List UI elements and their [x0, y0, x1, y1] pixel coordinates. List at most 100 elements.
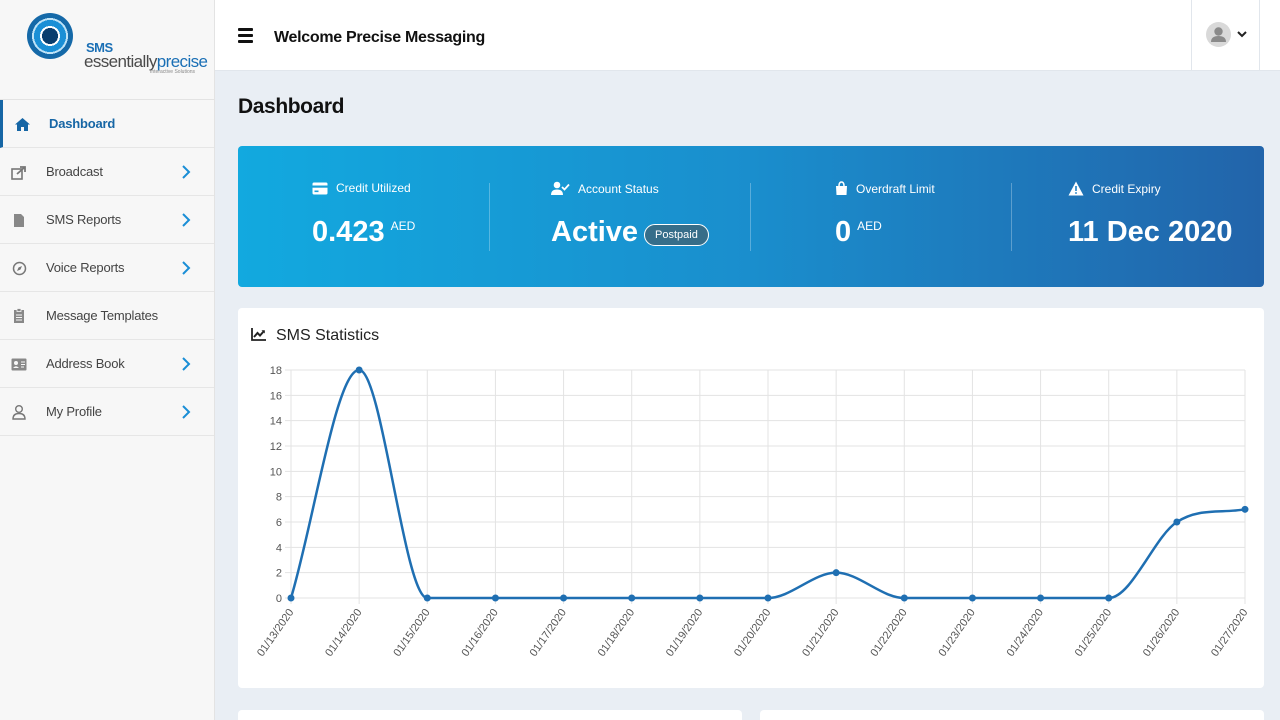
shopping-bag-icon — [836, 181, 847, 195]
sidebar-item-label: My Profile — [46, 404, 102, 419]
data-point — [764, 594, 772, 602]
x-tick-label: 01/15/2020 — [391, 607, 432, 659]
x-tick-label: 01/17/2020 — [528, 607, 569, 659]
stat-header: Credit Expiry — [1068, 181, 1161, 196]
data-point — [696, 594, 704, 602]
credit-expiry-value: 11 Dec 2020 — [1068, 216, 1233, 248]
brand-logo[interactable]: SMS essentiallyprecise Interactive Solut… — [0, 0, 214, 100]
logo-tagline: Interactive Solutions — [150, 69, 196, 75]
sidebar-item-label: Address Book — [46, 356, 125, 371]
x-tick-label: 01/27/2020 — [1209, 607, 1250, 659]
logo-sms-text: SMS — [86, 40, 113, 55]
logo-wordmark-part2: precise — [156, 52, 208, 71]
x-tick-label: 01/23/2020 — [936, 607, 977, 659]
sidebar-item-label: Voice Reports — [46, 260, 125, 275]
x-tick-label: 01/21/2020 — [800, 607, 841, 659]
x-tick-label: 01/19/2020 — [664, 607, 705, 659]
sidebar-item-dashboard[interactable]: Dashboard — [0, 100, 214, 148]
x-tick-label: 01/25/2020 — [1073, 607, 1114, 659]
chevron-right-icon — [182, 357, 191, 371]
sidebar-item-label: Dashboard — [49, 116, 116, 131]
divider — [489, 183, 490, 251]
stat-label: Overdraft Limit — [856, 181, 935, 196]
data-point — [900, 594, 908, 602]
clipboard-icon — [10, 307, 28, 325]
sms-statistics-chart: 0 2 4 6 8 10 12 14 16 18 01/13/2020 01/14/2020 01/15… — [255, 365, 1250, 659]
stat-header: Account Status — [551, 181, 659, 196]
y-tick-label: 12 — [270, 441, 282, 453]
data-point — [1241, 505, 1249, 513]
data-point — [1105, 594, 1113, 602]
data-point — [1173, 518, 1181, 526]
x-tick-label: 01/26/2020 — [1141, 607, 1182, 659]
stat-value: 11 Dec 2020 — [1068, 216, 1232, 249]
user-check-icon — [551, 181, 570, 195]
user-menu[interactable] — [1191, 0, 1260, 71]
overdraft-limit-value: 0 — [835, 216, 852, 248]
welcome-message: Welcome Precise Messaging — [274, 29, 485, 46]
plan-badge: Postpaid — [644, 224, 709, 246]
y-tick-label: 4 — [276, 542, 282, 554]
sidebar-item-my-profile[interactable]: My Profile — [0, 388, 214, 436]
data-point — [560, 594, 568, 602]
data-point — [1037, 594, 1045, 602]
stat-label: Credit Expiry — [1092, 181, 1161, 196]
compass-icon — [10, 259, 28, 277]
sidebar-item-broadcast[interactable]: Broadcast — [0, 148, 214, 196]
divider — [750, 183, 751, 251]
x-tick-label: 01/14/2020 — [323, 607, 364, 659]
chevron-right-icon — [182, 213, 191, 227]
y-tick-label: 10 — [270, 466, 282, 478]
chart-card-title: SMS Statistics — [276, 327, 380, 344]
data-point — [355, 366, 363, 374]
sidebar-item-label: Broadcast — [46, 164, 103, 179]
warning-icon — [1068, 181, 1084, 196]
y-tick-label: 2 — [276, 568, 282, 580]
data-point — [287, 594, 295, 602]
sidebar-item-message-templates[interactable]: Message Templates — [0, 292, 214, 340]
chevron-down-icon — [1237, 31, 1247, 38]
stat-value: Active Postpaid — [551, 216, 709, 249]
chevron-right-icon — [182, 165, 191, 179]
y-tick-label: 16 — [270, 390, 282, 402]
account-status-value: Active — [551, 216, 639, 248]
currency-unit: AED — [390, 219, 416, 233]
y-tick-label: 8 — [276, 492, 282, 504]
logo-mark-icon — [27, 13, 73, 59]
stat-header: Overdraft Limit — [835, 181, 935, 196]
series-line — [289, 368, 1246, 600]
x-tick-label: 01/13/2020 — [255, 607, 296, 659]
logo-wordmark-part1: essentially — [84, 52, 157, 71]
avatar — [1206, 22, 1231, 47]
x-tick-label: 01/16/2020 — [459, 607, 500, 659]
data-point — [628, 594, 636, 602]
sidebar-item-sms-reports[interactable]: SMS Reports — [0, 196, 214, 244]
data-point — [968, 594, 976, 602]
sidebar-item-label: SMS Reports — [46, 212, 122, 227]
stat-label: Credit Utilized — [336, 181, 411, 195]
chevron-right-icon — [182, 405, 191, 419]
stats-banner: Credit Utilized 0.423 AED Account Status … — [238, 146, 1264, 287]
sidebar-item-voice-reports[interactable]: Voice Reports — [0, 244, 214, 292]
x-tick-label: 01/22/2020 — [868, 607, 909, 659]
share-icon — [10, 163, 28, 181]
divider — [1011, 183, 1012, 251]
top-bar: Welcome Precise Messaging — [215, 0, 1280, 71]
currency-unit: AED — [857, 219, 882, 233]
x-tick-label: 01/24/2020 — [1005, 607, 1046, 659]
file-icon — [10, 211, 28, 229]
stat-label: Account Status — [578, 181, 659, 196]
data-point — [423, 594, 431, 602]
sidebar-nav: Dashboard Broadcast SMS Reports Voice Re… — [0, 100, 214, 436]
sms-statistics-card: SMS Statistics 0 2 4 6 8 10 12 14 16 18 01/13/2020… — [238, 308, 1264, 688]
sidebar-item-address-book[interactable]: Address Book — [0, 340, 214, 388]
credit-card-icon — [312, 182, 328, 194]
line-chart-icon — [251, 328, 266, 341]
home-icon — [13, 115, 31, 133]
y-tick-label: 6 — [276, 517, 282, 529]
chevron-right-icon — [182, 261, 191, 275]
hamburger-menu-icon[interactable] — [238, 28, 253, 43]
logo-wordmark: essentiallyprecise — [84, 52, 208, 72]
stat-header: Credit Utilized — [312, 181, 411, 195]
data-point — [491, 594, 499, 602]
